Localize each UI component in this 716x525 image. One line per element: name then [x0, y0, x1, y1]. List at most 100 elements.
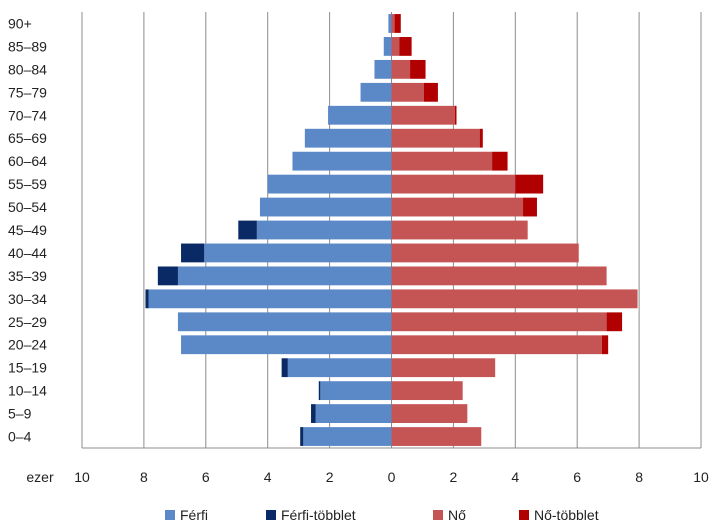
legend-swatch	[519, 510, 529, 520]
x-tick-label: 2	[326, 469, 334, 485]
bar-right-14	[391, 335, 602, 355]
legend: Férfi Férfi-többlet Nő Nő-többlet	[165, 507, 599, 523]
y-tick-label: 65–69	[8, 130, 47, 146]
bar-right-8	[523, 197, 537, 217]
y-tick-label: 90+	[8, 15, 32, 31]
bar-left-12	[148, 289, 392, 309]
bar-left-10	[181, 243, 205, 263]
bar-left-1	[383, 37, 392, 56]
x-tick-label: 10	[693, 469, 709, 485]
bar-right-5	[479, 128, 483, 148]
x-tick-label: 4	[264, 469, 272, 485]
legend-swatch	[266, 510, 276, 520]
y-tick-label: 0–4	[8, 429, 32, 445]
bar-right-17	[391, 404, 468, 423]
y-tick-label: 20–24	[8, 337, 47, 353]
bar-left-5	[304, 128, 392, 148]
y-tick-label: 15–19	[8, 360, 47, 376]
bar-left-15	[281, 358, 288, 378]
legend-swatch	[165, 510, 175, 520]
bar-right-15	[391, 358, 496, 378]
x-tick-label: 2	[450, 469, 458, 485]
x-tick-label: 6	[202, 469, 210, 485]
y-tick-label: 40–44	[8, 245, 47, 261]
x-axis-unit-label: ezer	[26, 469, 54, 485]
bar-right-7	[391, 174, 516, 194]
bar-left-12	[145, 289, 149, 309]
bar-left-10	[204, 243, 392, 263]
bar-left-9	[238, 220, 257, 240]
bar-left-6	[292, 151, 392, 171]
x-tick-label: 10	[74, 469, 90, 485]
bar-right-5	[391, 128, 480, 148]
bar-left-11	[177, 266, 392, 286]
y-tick-label: 85–89	[8, 38, 47, 54]
bar-right-1	[391, 37, 400, 56]
x-tick-label: 8	[140, 469, 148, 485]
y-tick-label: 75–79	[8, 84, 47, 100]
x-tick-label: 8	[635, 469, 643, 485]
bar-right-2	[391, 59, 411, 79]
y-tick-label: 30–34	[8, 291, 47, 307]
legend-label: Férfi	[180, 507, 208, 523]
bar-right-18	[391, 427, 482, 446]
bar-right-8	[391, 197, 524, 217]
y-axis-labels: 90+ 85–89 80–84 75–79 70–74 65–69 60–64 55–59 50…	[8, 15, 47, 444]
y-tick-label: 25–29	[8, 314, 47, 330]
x-tick-label: 4	[511, 469, 519, 485]
bar-right-1	[399, 37, 412, 56]
y-tick-label: 10–14	[8, 383, 47, 399]
x-tick-label: 0	[388, 469, 396, 485]
bar-left-17	[315, 404, 392, 423]
bar-left-8	[259, 197, 392, 217]
y-tick-label: 80–84	[8, 61, 47, 77]
bar-left-4	[328, 105, 392, 125]
y-tick-label: 35–39	[8, 268, 47, 284]
y-tick-label: 50–54	[8, 199, 47, 215]
y-tick-label: 60–64	[8, 153, 47, 169]
bar-right-16	[391, 381, 463, 401]
bar-right-11	[391, 266, 607, 286]
bar-right-6	[492, 151, 508, 171]
bar-left-18	[303, 427, 392, 446]
bar-right-7	[515, 174, 544, 194]
legend-label: Nő	[448, 507, 466, 523]
bar-right-13	[391, 312, 607, 332]
bar-left-2	[374, 59, 392, 79]
bar-left-18	[300, 427, 304, 446]
bar-right-4	[454, 105, 457, 125]
bar-left-0	[388, 14, 392, 33]
bar-right-9	[391, 220, 528, 240]
bar-right-2	[410, 59, 426, 79]
legend-label: Férfi-többlet	[281, 507, 356, 523]
bar-left-14	[181, 335, 392, 355]
bar-left-3	[360, 82, 392, 102]
y-tick-label: 55–59	[8, 176, 47, 192]
x-axis-ticks: 10 8 6 4 2 0 2 4 6 8 10	[74, 469, 709, 485]
bar-left-7	[267, 174, 392, 194]
bar-right-3	[423, 82, 438, 102]
bar-left-13	[177, 312, 392, 332]
legend-label: Nő-többlet	[534, 507, 599, 523]
bar-left-16	[320, 381, 392, 401]
bar-right-10	[391, 243, 579, 263]
bar-right-13	[606, 312, 623, 332]
y-tick-label: 70–74	[8, 107, 47, 123]
y-tick-label: 5–9	[8, 406, 32, 422]
legend-swatch	[433, 510, 443, 520]
bar-left-11	[157, 266, 178, 286]
bar-right-14	[601, 335, 609, 355]
bar-right-12	[391, 289, 638, 309]
bar-left-9	[256, 220, 392, 240]
y-tick-label: 45–49	[8, 222, 47, 238]
bars	[145, 14, 638, 446]
bar-right-0	[391, 14, 395, 33]
bar-right-3	[391, 82, 424, 102]
bar-right-0	[394, 14, 401, 33]
bar-right-4	[391, 105, 455, 125]
bar-left-15	[287, 358, 392, 378]
bar-left-17	[311, 404, 316, 423]
bar-right-6	[391, 151, 493, 171]
x-tick-label: 6	[573, 469, 581, 485]
